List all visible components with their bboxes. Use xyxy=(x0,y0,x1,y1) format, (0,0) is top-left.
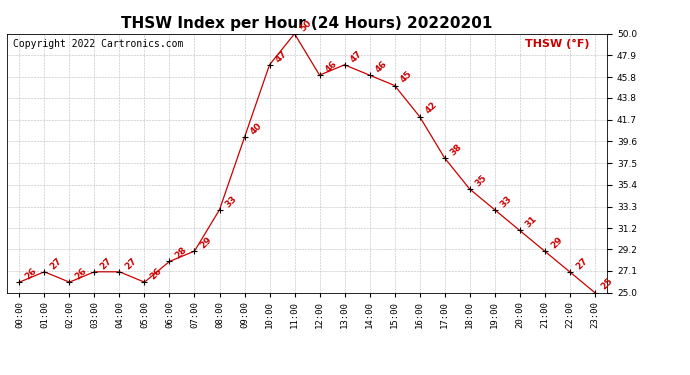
Text: 26: 26 xyxy=(23,266,39,281)
Text: 27: 27 xyxy=(124,256,139,271)
Text: THSW (°F): THSW (°F) xyxy=(524,39,589,49)
Text: 29: 29 xyxy=(199,235,214,250)
Text: 46: 46 xyxy=(324,59,339,74)
Text: 27: 27 xyxy=(574,256,589,271)
Text: 40: 40 xyxy=(248,121,264,136)
Text: 27: 27 xyxy=(99,256,114,271)
Text: 26: 26 xyxy=(74,266,89,281)
Text: 26: 26 xyxy=(148,266,164,281)
Text: 33: 33 xyxy=(499,194,514,209)
Text: 27: 27 xyxy=(48,256,64,271)
Text: 45: 45 xyxy=(399,69,414,85)
Text: 47: 47 xyxy=(274,49,289,64)
Text: Copyright 2022 Cartronics.com: Copyright 2022 Cartronics.com xyxy=(13,39,184,49)
Text: 28: 28 xyxy=(174,246,189,261)
Text: 29: 29 xyxy=(549,235,564,250)
Text: 42: 42 xyxy=(424,100,439,116)
Text: 50: 50 xyxy=(299,18,314,33)
Text: 46: 46 xyxy=(374,59,389,74)
Text: 38: 38 xyxy=(448,142,464,157)
Text: 33: 33 xyxy=(224,194,239,209)
Text: 25: 25 xyxy=(599,276,614,292)
Title: THSW Index per Hour (24 Hours) 20220201: THSW Index per Hour (24 Hours) 20220201 xyxy=(121,16,493,31)
Text: 47: 47 xyxy=(348,49,364,64)
Text: 31: 31 xyxy=(524,214,539,230)
Text: 35: 35 xyxy=(474,173,489,188)
